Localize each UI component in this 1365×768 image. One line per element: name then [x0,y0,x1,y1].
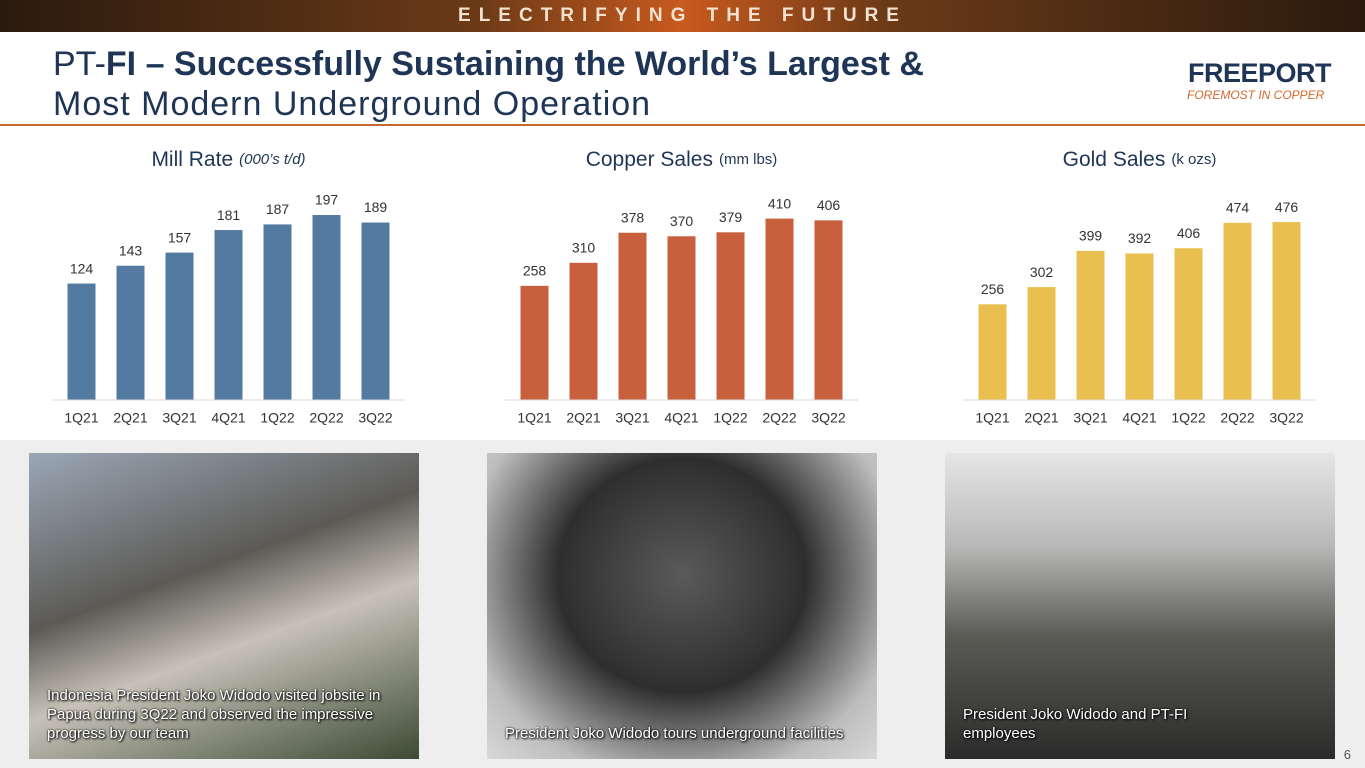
value-label: 310 [572,240,596,256]
x-tick-label: 1Q22 [260,410,294,426]
charts: Mill Rate (000’s t/d) 124 1Q21 143 2Q21 157 3Q2… [52,148,1316,426]
value-label: 399 [1079,228,1103,244]
bar [312,215,341,400]
x-tick-label: 2Q22 [309,410,343,426]
bar [765,218,794,400]
value-label: 370 [670,213,694,229]
chart-title-main: Mill Rate [151,148,233,171]
value-label: 406 [817,197,841,213]
value-label: 157 [168,229,192,245]
x-tick-label: 2Q21 [566,410,600,426]
x-tick-label: 4Q21 [1122,410,1156,426]
value-label: 474 [1226,200,1250,216]
value-label: 124 [70,260,94,276]
bar [618,232,647,400]
value-label: 476 [1275,199,1299,215]
x-tick-label: 3Q21 [1073,410,1107,426]
page-number: 6 [1343,747,1351,762]
value-label: 258 [523,263,547,279]
x-tick-label: 3Q22 [811,410,845,426]
bar [1174,248,1203,400]
photo: President Joko Widodo and PT-FI employee… [945,453,1335,759]
x-tick-label: 1Q22 [1171,410,1205,426]
bar [1272,222,1301,400]
bar [978,304,1007,400]
bar [520,285,549,400]
title-bold: FI – Successfully Sustaining the World’s… [105,45,924,83]
value-label: 187 [266,201,290,217]
bar [667,236,696,400]
value-label: 379 [719,209,743,225]
chart-title-main: Gold Sales [1063,148,1166,171]
chart-unit: (000’s t/d) [239,151,305,168]
bar [165,252,194,400]
value-label: 302 [1030,264,1054,280]
title-line2: Most Modern Underground Operation [53,85,652,123]
x-tick-label: 1Q21 [517,410,551,426]
x-tick-label: 2Q21 [113,410,147,426]
x-tick-label: 2Q22 [762,410,796,426]
chart-unit: (mm lbs) [719,151,777,168]
value-label: 197 [315,192,339,208]
bar [716,232,745,400]
caption: President Joko Widodo tours underground … [505,725,844,742]
value-label: 378 [621,209,645,225]
value-label: 392 [1128,230,1152,246]
photo: Indonesia President Joko Widodo visited … [29,453,419,759]
bar [1076,250,1105,400]
banner: ELECTRIFYING THE FUTURE [0,0,1365,32]
chart-title: Mill Rate (000’s t/d) [151,148,305,171]
bar [1125,253,1154,400]
bar [263,224,292,400]
bar [1027,287,1056,400]
x-tick-label: 3Q21 [162,410,196,426]
value-label: 410 [768,195,792,211]
rule [0,124,1365,126]
x-tick-label: 3Q22 [358,410,392,426]
bar [1223,222,1252,400]
chart-title: Copper Sales (mm lbs) [586,148,778,171]
x-tick-label: 3Q22 [1269,410,1303,426]
chart-unit: (k ozs) [1171,151,1216,168]
x-tick-label: 1Q21 [975,410,1009,426]
x-tick-label: 2Q22 [1220,410,1254,426]
photo: President Joko Widodo tours underground … [487,453,877,759]
chart-title-main: Copper Sales [586,148,713,171]
x-tick-label: 2Q21 [1024,410,1058,426]
value-label: 256 [981,281,1005,297]
caption: President Joko Widodo and PT-FI employee… [963,706,1188,742]
bar [814,220,843,400]
value-label: 143 [119,242,143,258]
bar [116,265,145,400]
tagline: FOREMOST IN COPPER [1187,88,1325,102]
bar [569,262,598,400]
bar [67,283,96,400]
x-tick-label: 1Q21 [64,410,98,426]
x-tick-label: 3Q21 [615,410,649,426]
title-prefix: PT- [53,45,106,83]
caption: Indonesia President Joko Widodo visited … [47,687,381,742]
value-label: 189 [364,199,388,215]
bar [361,222,390,400]
logo: FREEPORT [1188,58,1332,88]
x-tick-label: 1Q22 [713,410,747,426]
title: PT-FI – Successfully Sustaining the Worl… [53,44,924,124]
bar [214,230,243,400]
x-tick-label: 4Q21 [664,410,698,426]
value-label: 181 [217,207,241,223]
chart-title: Gold Sales (k ozs) [1063,148,1217,171]
x-tick-label: 4Q21 [211,410,245,426]
value-label: 406 [1177,225,1201,241]
